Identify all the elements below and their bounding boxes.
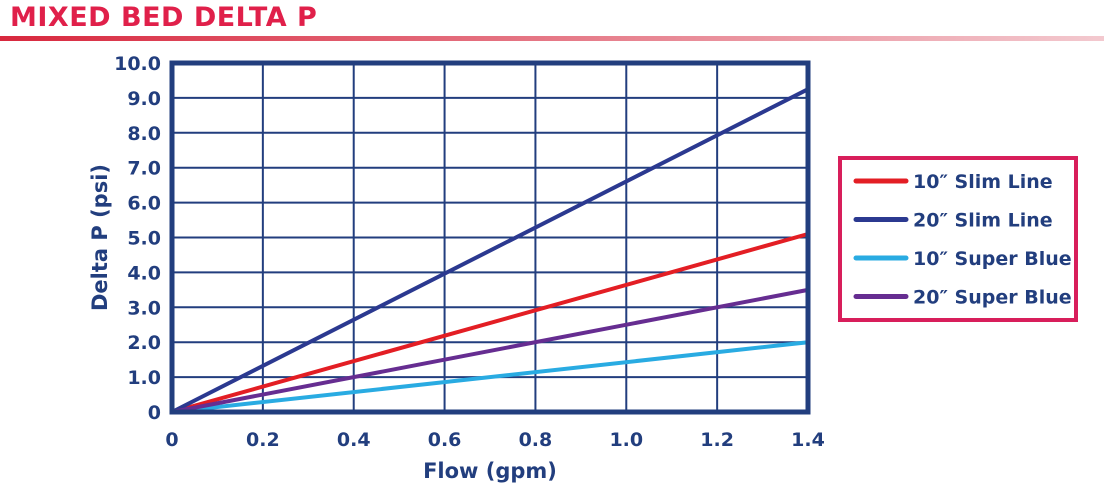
y-tick-label-4: 4.0: [127, 262, 161, 284]
y-tick-label-3: 3.0: [127, 297, 161, 319]
y-tick-label-8: 8.0: [127, 123, 161, 145]
y-tick-label-2: 2.0: [127, 332, 161, 354]
title-divider: [0, 36, 1104, 41]
legend-label-3: 20″ Super Blue: [913, 287, 1072, 309]
x-axis-title: Flow (gpm): [423, 459, 557, 483]
legend: 10″ Slim Line 20″ Slim Line 10″ Super Blue…: [838, 156, 1078, 322]
y-axis-title: Delta P (psi): [88, 164, 112, 311]
x-tick-label-6: 1.2: [700, 429, 734, 451]
series-line-2: [170, 340, 810, 414]
y-tick-label-5: 5.0: [127, 228, 161, 250]
y-tick-label-6: 6.0: [127, 193, 161, 215]
plot-frame: [169, 60, 811, 415]
page-title: MIXED BED DELTA P: [10, 2, 318, 33]
legend-label-1: 20″ Slim Line: [913, 210, 1053, 232]
x-tick-label-5: 1.0: [609, 429, 643, 451]
y-tick-label-0: 0: [148, 402, 161, 424]
x-tick-label-4: 0.8: [519, 429, 553, 451]
x-tick-label-1: 0.2: [246, 429, 280, 451]
y-tick-label-7: 7.0: [127, 158, 161, 180]
series-line-3: [170, 287, 810, 414]
legend-label-0: 10″ Slim Line: [913, 171, 1053, 193]
x-tick-label-0: 0: [165, 429, 178, 451]
y-tick-labels: 0 1.0 2.0 3.0 4.0 5.0 6.0 7.0 8.0 9.0 10.0: [114, 53, 161, 424]
series-lines: [170, 87, 810, 414]
series-line-1: [170, 87, 810, 414]
legend-box: [838, 156, 1078, 322]
x-tick-labels: 0 0.2 0.4 0.6 0.8 1.0 1.2 1.4: [165, 429, 824, 451]
series-line-0: [170, 232, 810, 414]
x-tick-label-2: 0.4: [337, 429, 371, 451]
y-tick-label-9: 9.0: [127, 88, 161, 110]
grid-lines: [171, 62, 809, 413]
legend-label-2: 10″ Super Blue: [913, 248, 1072, 270]
y-tick-label-1: 1.0: [127, 367, 161, 389]
x-tick-label-3: 0.6: [428, 429, 462, 451]
x-tick-label-7: 1.4: [791, 429, 825, 451]
y-tick-label-10: 10.0: [114, 53, 161, 75]
